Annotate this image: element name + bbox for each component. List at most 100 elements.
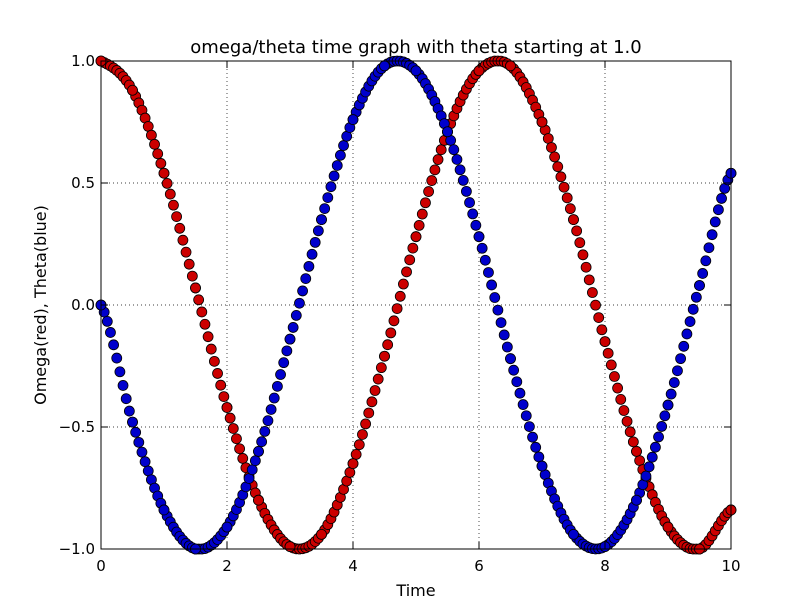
- omega-point: [149, 138, 160, 150]
- theta-point: [334, 149, 346, 161]
- omega-data-point: [662, 521, 674, 533]
- theta-point: [297, 285, 309, 297]
- omega-point: [183, 258, 195, 270]
- omega-point: [161, 178, 173, 189]
- y-tick-label: 1.0: [71, 52, 95, 70]
- theta-point: [668, 377, 680, 388]
- omega-point: [555, 171, 567, 183]
- omega-point: [605, 359, 617, 371]
- omega-point: [583, 274, 595, 286]
- theta-point: [120, 393, 132, 405]
- x-tick-label: 8: [600, 557, 610, 575]
- theta-point: [646, 451, 658, 463]
- theta-data-point: [505, 353, 516, 365]
- theta-point: [322, 192, 334, 204]
- omega-point: [423, 186, 435, 197]
- omega-point: [552, 161, 564, 173]
- y-axis-label: Omega(red), Theta(blue): [31, 205, 50, 405]
- theta-point: [451, 154, 463, 165]
- omega-point: [388, 315, 400, 327]
- theta-point: [319, 203, 331, 214]
- theta-point: [530, 441, 542, 453]
- theta-point: [495, 317, 507, 329]
- theta-point: [713, 204, 724, 216]
- omega-data-point: [410, 231, 422, 243]
- theta-point: [656, 421, 668, 432]
- theta-point: [331, 160, 343, 171]
- omega-data-point: [221, 402, 233, 413]
- theta-point: [268, 392, 280, 404]
- omega-point: [180, 246, 192, 258]
- theta-point: [287, 322, 299, 333]
- theta-data-point: [568, 528, 579, 540]
- theta-point: [249, 455, 261, 467]
- theta-point: [511, 376, 523, 388]
- omega-point: [407, 242, 419, 254]
- theta-point: [265, 404, 277, 415]
- omega-point: [168, 199, 179, 211]
- theta-point: [123, 405, 135, 417]
- theta-point: [246, 464, 258, 476]
- omega-point: [429, 164, 441, 176]
- omega-point: [218, 391, 230, 402]
- theta-data-point: [379, 60, 390, 72]
- omega-data-point: [284, 541, 296, 552]
- theta-data-point: [473, 231, 485, 243]
- theta-point: [448, 144, 460, 156]
- omega-point: [413, 219, 425, 231]
- omega-data-point: [127, 84, 138, 96]
- theta-point: [275, 369, 286, 380]
- theta-data-point: [253, 445, 264, 457]
- theta-point: [492, 304, 504, 316]
- omega-point: [404, 254, 416, 266]
- omega-point: [558, 181, 570, 193]
- theta-point: [130, 426, 142, 438]
- omega-data-point: [379, 350, 390, 362]
- omega-point: [612, 382, 623, 394]
- omega-point: [227, 423, 239, 434]
- theta-point: [114, 366, 126, 378]
- x-axis-label: Time: [395, 581, 435, 600]
- theta-point: [716, 193, 727, 204]
- theta-point: [524, 421, 535, 433]
- omega-data-point: [347, 458, 359, 470]
- theta-point: [306, 248, 318, 260]
- theta-point: [533, 451, 545, 463]
- omega-point: [602, 347, 614, 359]
- omega-point: [164, 188, 176, 200]
- theta-data-point: [694, 280, 705, 291]
- theta-point: [483, 267, 494, 278]
- omega-point: [587, 287, 598, 298]
- theta-data-point: [127, 416, 138, 428]
- omega-point: [627, 436, 639, 448]
- y-tick-label: 0.5: [71, 174, 95, 192]
- omega-point: [152, 148, 164, 160]
- theta-data-point: [316, 214, 327, 226]
- theta-point: [325, 181, 337, 193]
- omega-point: [435, 144, 447, 156]
- omega-point: [360, 418, 372, 430]
- omega-point: [609, 371, 620, 382]
- theta-point: [467, 208, 479, 220]
- omega-point: [416, 208, 428, 220]
- omega-point: [621, 415, 633, 427]
- theta-point: [643, 461, 655, 473]
- omega-point: [145, 129, 157, 141]
- omega-point: [420, 197, 431, 209]
- omega-point: [353, 439, 365, 451]
- theta-point: [527, 431, 538, 443]
- theta-point: [454, 164, 466, 176]
- theta-point: [139, 456, 151, 468]
- omega-point: [174, 222, 186, 234]
- theta-point: [309, 236, 321, 248]
- theta-point: [479, 254, 491, 266]
- theta-point: [294, 297, 305, 309]
- theta-data-point: [442, 126, 453, 138]
- theta-point: [111, 352, 123, 364]
- omega-data-point: [505, 60, 516, 72]
- omega-point: [391, 303, 403, 314]
- theta-point: [278, 357, 290, 369]
- data-series: [95, 55, 737, 555]
- y-tick-label: 0.0: [71, 296, 95, 314]
- theta-point: [703, 242, 715, 254]
